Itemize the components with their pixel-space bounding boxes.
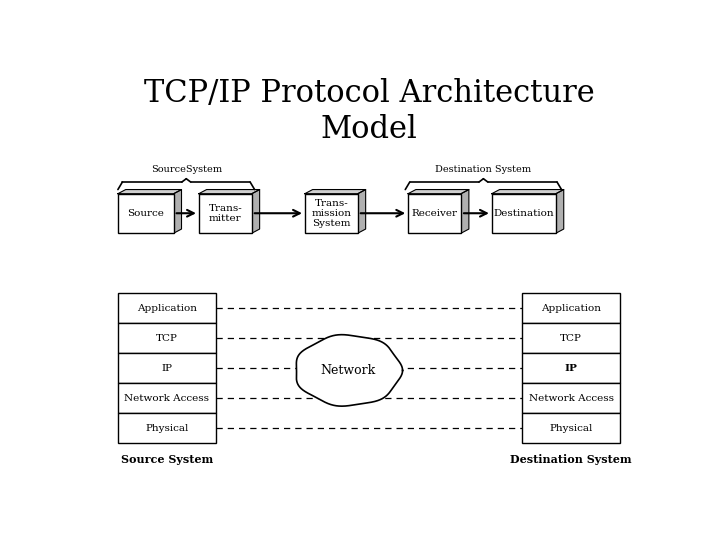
Text: Source System: Source System [121, 454, 213, 464]
Text: SourceSystem: SourceSystem [150, 165, 222, 174]
Text: Application: Application [137, 304, 197, 313]
Bar [523, 294, 620, 323]
Text: TCP/IP Protocol Architecture: TCP/IP Protocol Architecture [143, 78, 595, 110]
Text: Application: Application [541, 304, 601, 313]
Text: Model: Model [320, 114, 418, 145]
Bar [118, 353, 215, 383]
Text: Receiver: Receiver [412, 209, 458, 218]
Bar [305, 194, 358, 233]
Polygon shape [358, 190, 366, 233]
Text: Source: Source [127, 209, 164, 218]
Text: Destination System: Destination System [510, 454, 632, 464]
Polygon shape [297, 335, 402, 406]
Bar [118, 383, 215, 413]
Text: TCP: TCP [560, 334, 582, 343]
Bar [199, 194, 252, 233]
Bar [492, 194, 556, 233]
Text: Network Access: Network Access [528, 394, 613, 403]
Bar [523, 323, 620, 353]
Polygon shape [305, 190, 366, 194]
Text: Trans-
mitter: Trans- mitter [209, 204, 242, 223]
Bar [118, 194, 174, 233]
Text: Physical: Physical [145, 424, 189, 433]
Polygon shape [408, 190, 469, 194]
Text: TCP: TCP [156, 334, 178, 343]
Polygon shape [556, 190, 564, 233]
Text: IP: IP [161, 364, 172, 373]
Bar [523, 383, 620, 413]
Polygon shape [174, 190, 181, 233]
Polygon shape [461, 190, 469, 233]
Bar [118, 413, 215, 443]
Text: Destination: Destination [493, 209, 554, 218]
Polygon shape [199, 190, 260, 194]
Text: Network: Network [320, 364, 376, 377]
Bar [523, 413, 620, 443]
Text: Destination System: Destination System [436, 165, 531, 174]
Bar [118, 294, 215, 323]
Polygon shape [118, 190, 181, 194]
Text: Network Access: Network Access [125, 394, 210, 403]
Bar [408, 194, 461, 233]
Polygon shape [252, 190, 260, 233]
Bar [523, 353, 620, 383]
Polygon shape [492, 190, 564, 194]
Bar [118, 323, 215, 353]
Text: Physical: Physical [549, 424, 593, 433]
Text: Trans-
mission
System: Trans- mission System [311, 199, 351, 228]
Text: IP: IP [564, 364, 577, 373]
